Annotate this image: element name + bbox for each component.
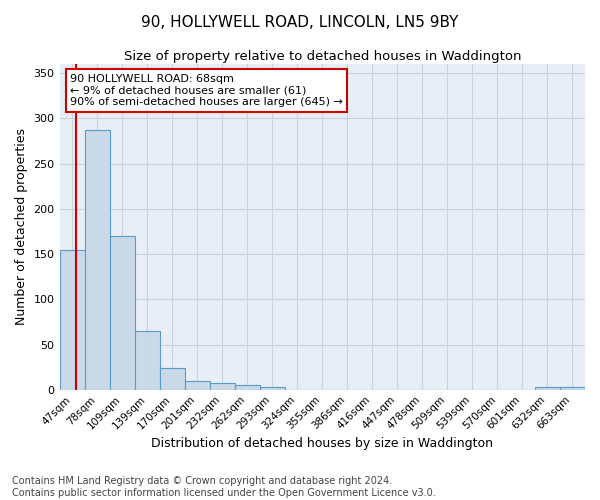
Text: 90 HOLLYWELL ROAD: 68sqm
← 9% of detached houses are smaller (61)
90% of semi-de: 90 HOLLYWELL ROAD: 68sqm ← 9% of detache… xyxy=(70,74,343,107)
Bar xyxy=(260,387,285,390)
Bar xyxy=(59,250,85,390)
Title: Size of property relative to detached houses in Waddington: Size of property relative to detached ho… xyxy=(124,50,521,63)
Text: 90, HOLLYWELL ROAD, LINCOLN, LN5 9BY: 90, HOLLYWELL ROAD, LINCOLN, LN5 9BY xyxy=(142,15,458,30)
Bar xyxy=(134,331,160,390)
Bar xyxy=(235,385,260,390)
Bar xyxy=(535,387,560,390)
Text: Contains HM Land Registry data © Crown copyright and database right 2024.
Contai: Contains HM Land Registry data © Crown c… xyxy=(12,476,436,498)
X-axis label: Distribution of detached houses by size in Waddington: Distribution of detached houses by size … xyxy=(151,437,493,450)
Bar xyxy=(209,384,235,390)
Bar xyxy=(160,368,185,390)
Bar xyxy=(185,380,209,390)
Y-axis label: Number of detached properties: Number of detached properties xyxy=(15,128,28,326)
Bar xyxy=(85,130,110,390)
Bar xyxy=(560,387,585,390)
Bar xyxy=(110,236,134,390)
